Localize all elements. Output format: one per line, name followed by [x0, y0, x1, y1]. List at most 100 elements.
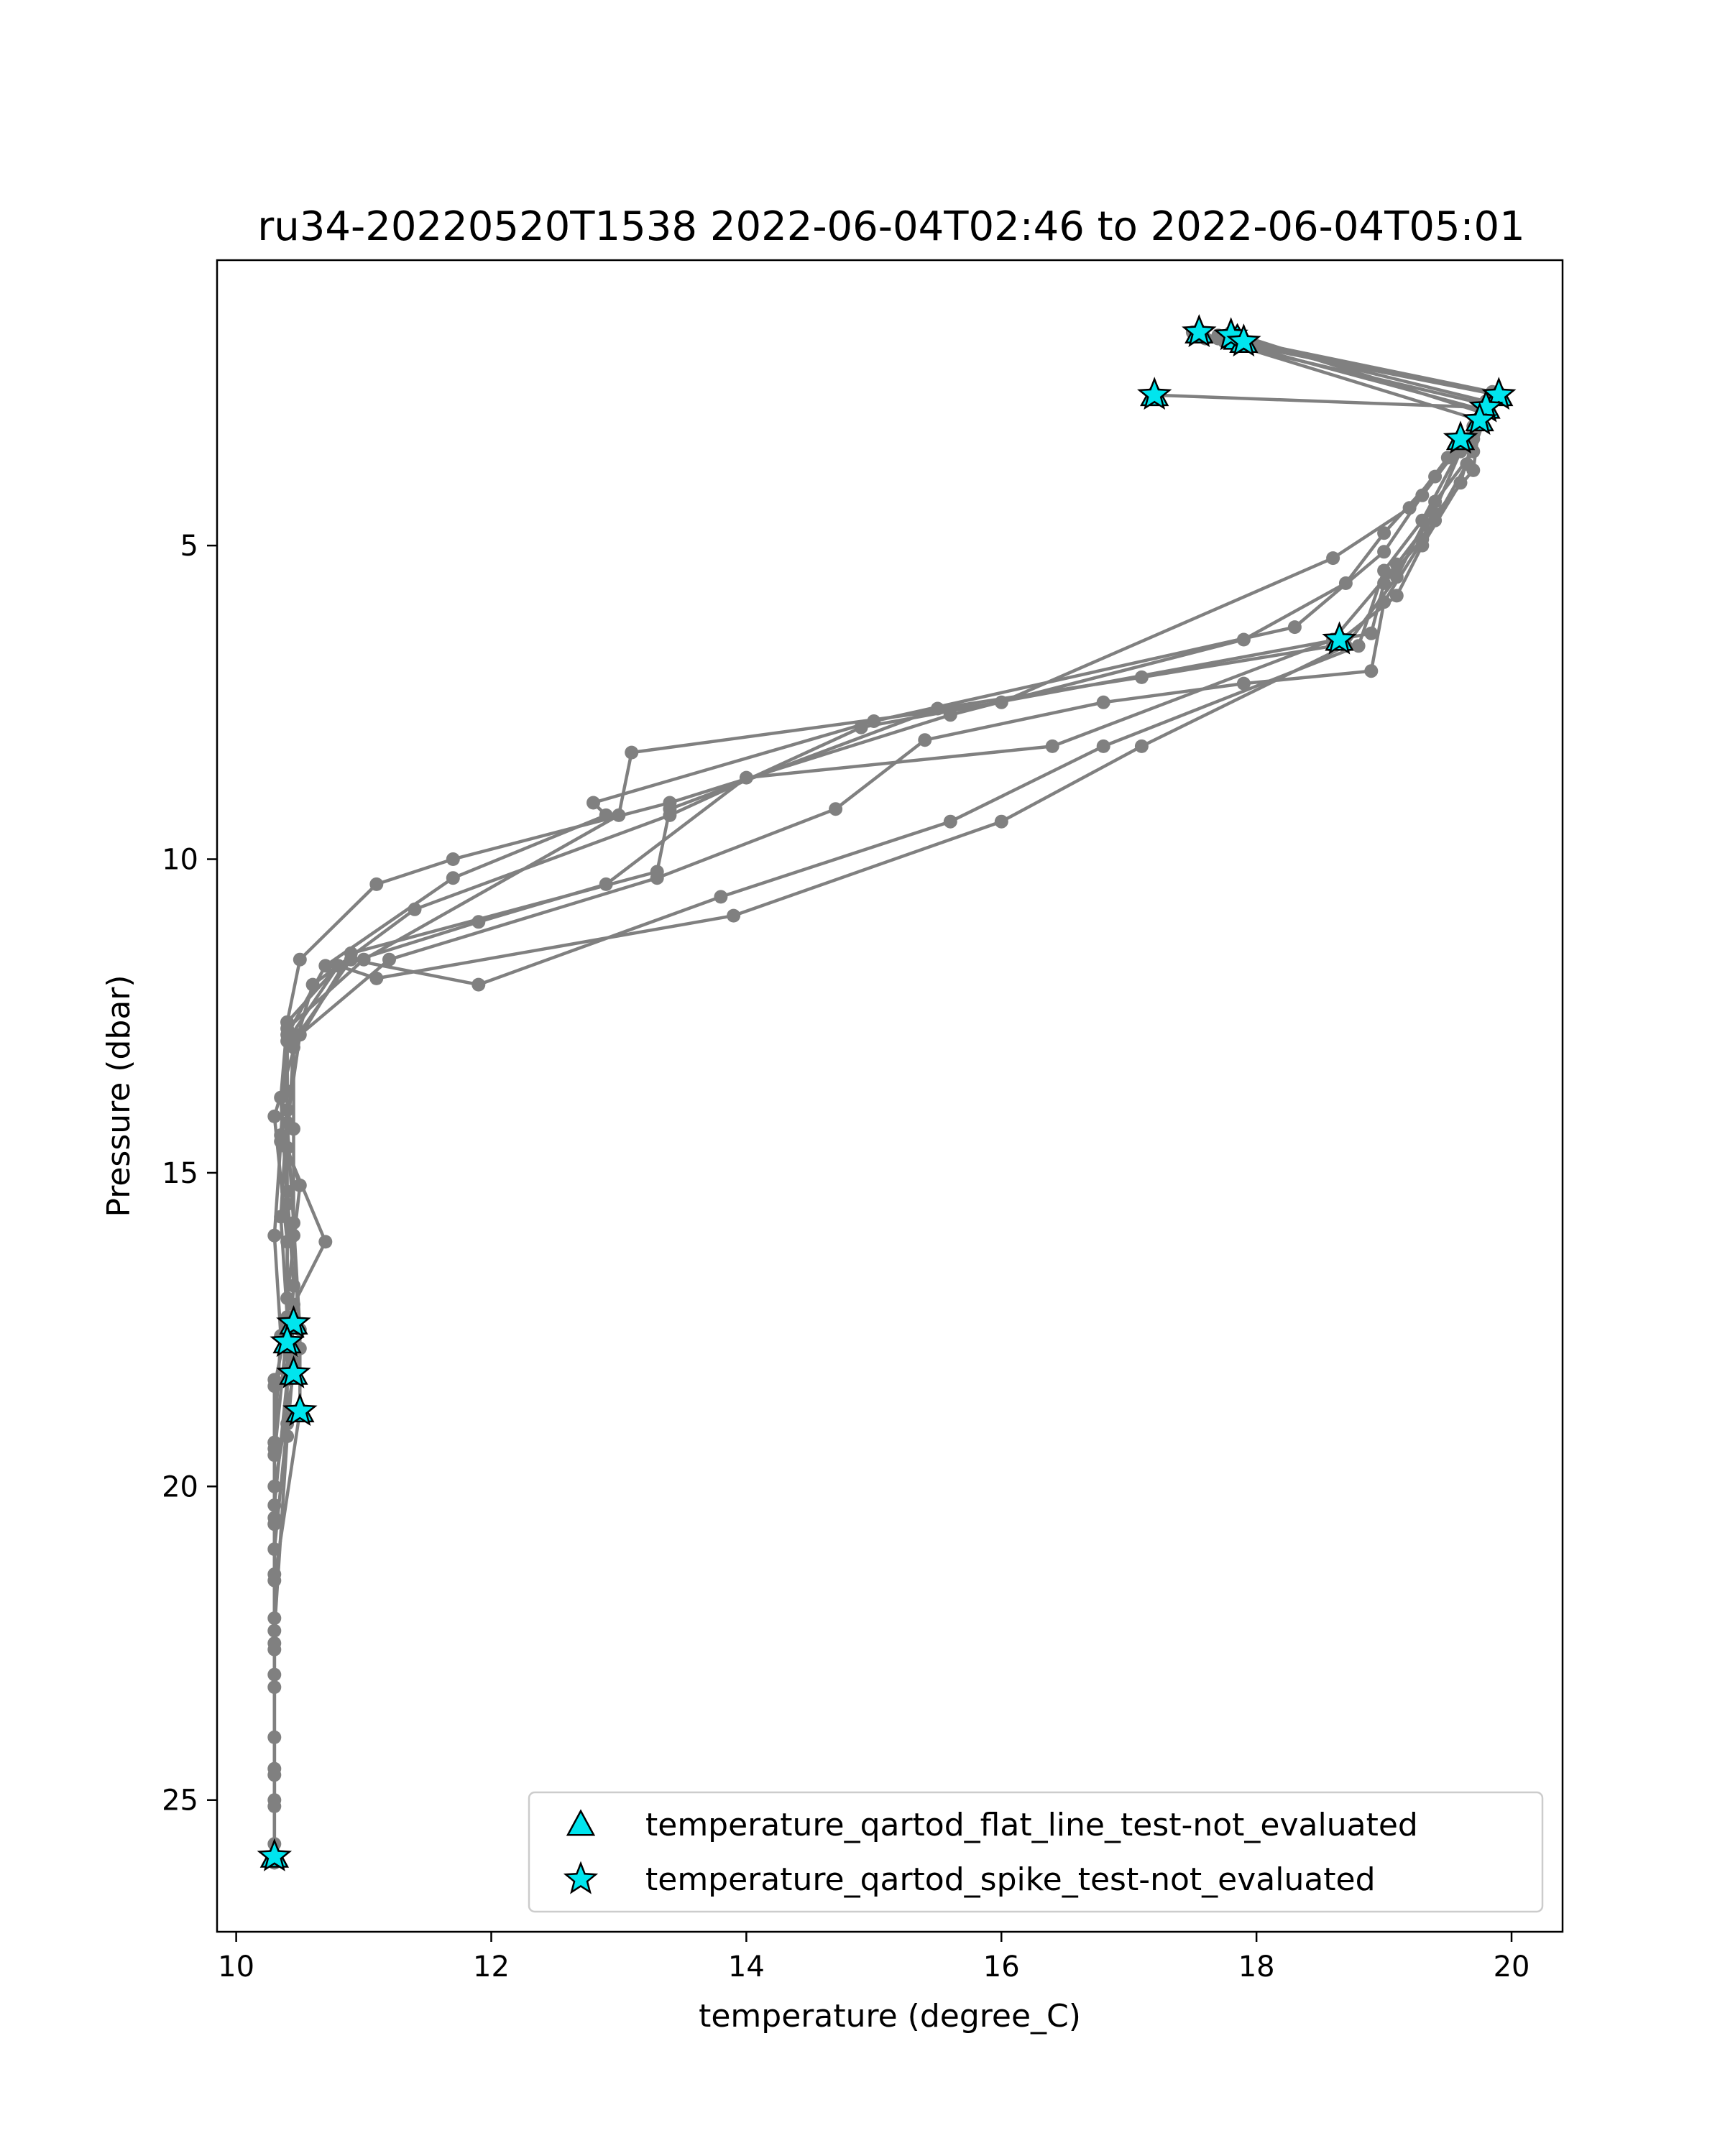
legend-star-icon	[563, 1861, 599, 1894]
chart-title: ru34-20220520T1538 2022-06-04T02:46 to 2…	[257, 203, 1524, 250]
series-line	[272, 343, 1501, 1800]
data-point	[1045, 739, 1059, 753]
data-point	[599, 808, 613, 822]
legend-box	[528, 1791, 1544, 1913]
legend-item: temperature_qartod_flat_line_test-not_ev…	[566, 1807, 1418, 1843]
plot-frame	[216, 259, 1564, 1933]
data-point	[267, 1228, 282, 1243]
legend-label: temperature_qartod_spike_test-not_evalua…	[645, 1861, 1376, 1898]
data-point	[287, 1034, 300, 1049]
series-9	[267, 331, 1493, 1870]
x-axis: 10 12 14 16 18 20	[218, 1932, 1530, 1984]
data-point	[267, 1373, 282, 1387]
data-point	[274, 1128, 288, 1142]
data-point	[650, 871, 664, 885]
data-point	[1377, 563, 1392, 578]
data-point	[663, 802, 677, 816]
legend-label: temperature_qartod_flat_line_test-not_ev…	[645, 1807, 1418, 1843]
y-tick-label: 20	[162, 1470, 198, 1503]
spike-test-marker	[270, 1324, 305, 1358]
data-point	[280, 1015, 295, 1029]
data-point	[446, 871, 460, 885]
series-line	[272, 340, 1481, 1631]
data-point	[599, 877, 613, 891]
data-point	[267, 1109, 282, 1123]
data-point	[1364, 626, 1379, 640]
data-point	[382, 952, 396, 967]
data-point	[274, 1090, 288, 1105]
data-point	[586, 796, 600, 810]
spike-test-marker	[276, 1304, 311, 1338]
data-point	[918, 733, 932, 747]
y-tick-label: 15	[162, 1157, 198, 1190]
data-point	[1415, 513, 1430, 528]
data-point	[267, 1642, 282, 1657]
data-point	[1326, 551, 1340, 566]
data-point	[1466, 463, 1481, 477]
data-point	[1287, 620, 1302, 635]
data-point	[943, 814, 957, 829]
data-point	[931, 701, 944, 716]
y-tick-label: 10	[162, 844, 198, 877]
data-point	[1351, 639, 1366, 653]
series-3	[267, 331, 1493, 1851]
y-axis-label: Pressure (dbar)	[101, 975, 137, 1217]
data-point	[1236, 676, 1251, 691]
data-point	[472, 977, 486, 992]
data-point	[331, 959, 346, 973]
y-axis: 5 10 15 20 25	[162, 530, 217, 1818]
data-point	[994, 814, 1008, 829]
series-line	[272, 393, 1488, 1857]
data-point	[1377, 526, 1392, 540]
data-point	[1096, 739, 1110, 753]
series-2	[267, 325, 1506, 1813]
data-point	[739, 770, 753, 785]
series-line	[272, 333, 1494, 1487]
spike-test-marker	[257, 1838, 293, 1871]
data-point	[287, 1228, 300, 1243]
series-6	[267, 331, 1493, 1588]
spike-test-marker	[276, 1355, 311, 1388]
spike-test-marker	[1322, 621, 1357, 655]
spike-test-marker	[1226, 323, 1261, 357]
series-4	[267, 338, 1506, 1807]
data-point	[1364, 664, 1379, 678]
data-point	[287, 1122, 300, 1136]
series-1	[267, 388, 1493, 1864]
y-tick-label: 25	[162, 1784, 198, 1818]
data-point	[280, 1197, 295, 1212]
series-line	[272, 336, 1488, 1581]
x-tick-label: 18	[1238, 1950, 1275, 1984]
legend-item: temperature_qartod_spike_test-not_evalua…	[563, 1861, 1376, 1898]
series-lines	[267, 325, 1506, 1870]
data-point	[943, 708, 957, 722]
data-point	[727, 908, 741, 923]
spike-test-marker	[1137, 377, 1172, 410]
spike-test-marker	[1462, 402, 1497, 436]
legend: temperature_qartod_flat_line_test-not_ev…	[528, 1791, 1544, 1913]
data-point	[280, 1429, 295, 1443]
data-point	[714, 890, 728, 904]
x-axis-label: temperature (degree_C)	[699, 1998, 1081, 2035]
data-point	[1440, 451, 1455, 465]
x-tick-label: 12	[473, 1950, 510, 1984]
series-line	[272, 336, 1488, 1863]
data-point	[1134, 739, 1149, 753]
data-point	[318, 959, 333, 973]
y-tick-label: 5	[180, 530, 198, 563]
spike-test-marker	[1182, 313, 1217, 347]
data-point	[1377, 545, 1392, 559]
x-tick-label: 14	[728, 1950, 765, 1984]
data-point	[446, 852, 460, 866]
qc-markers	[257, 313, 1517, 1871]
data-point	[1134, 670, 1149, 684]
data-point	[318, 1235, 333, 1249]
series-line	[272, 336, 1488, 1844]
data-point	[267, 1517, 282, 1531]
x-tick-label: 10	[218, 1950, 254, 1984]
data-point	[274, 1210, 288, 1224]
data-point	[267, 1768, 282, 1782]
spike-test-marker	[282, 1393, 318, 1427]
spike-test-marker	[1443, 420, 1478, 454]
